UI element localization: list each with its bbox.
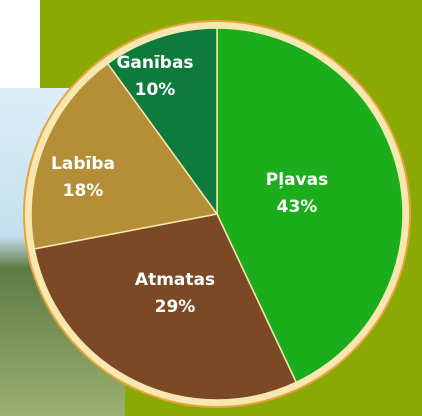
slice-label: Labība xyxy=(51,154,115,174)
chart: Pļavas 43% Atmatas 29% Labība 18% Ganības 10% xyxy=(0,0,422,416)
slice-value: 10% xyxy=(135,80,176,100)
slice-label: Pļavas xyxy=(266,170,328,190)
slice-value: 18% xyxy=(63,181,104,201)
slice-label: Ganības xyxy=(116,53,193,73)
slice-value: 29% xyxy=(155,297,196,317)
slice-value: 43% xyxy=(277,197,318,217)
page: Pļavas43%Atmatas29%Labība18%Ganības10% (… xyxy=(0,0,422,416)
slice-label: Atmatas xyxy=(135,270,215,290)
